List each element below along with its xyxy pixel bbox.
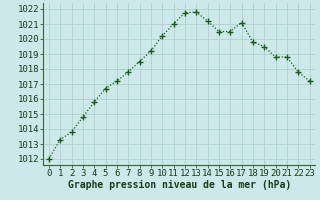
X-axis label: Graphe pression niveau de la mer (hPa): Graphe pression niveau de la mer (hPa) xyxy=(68,180,291,190)
